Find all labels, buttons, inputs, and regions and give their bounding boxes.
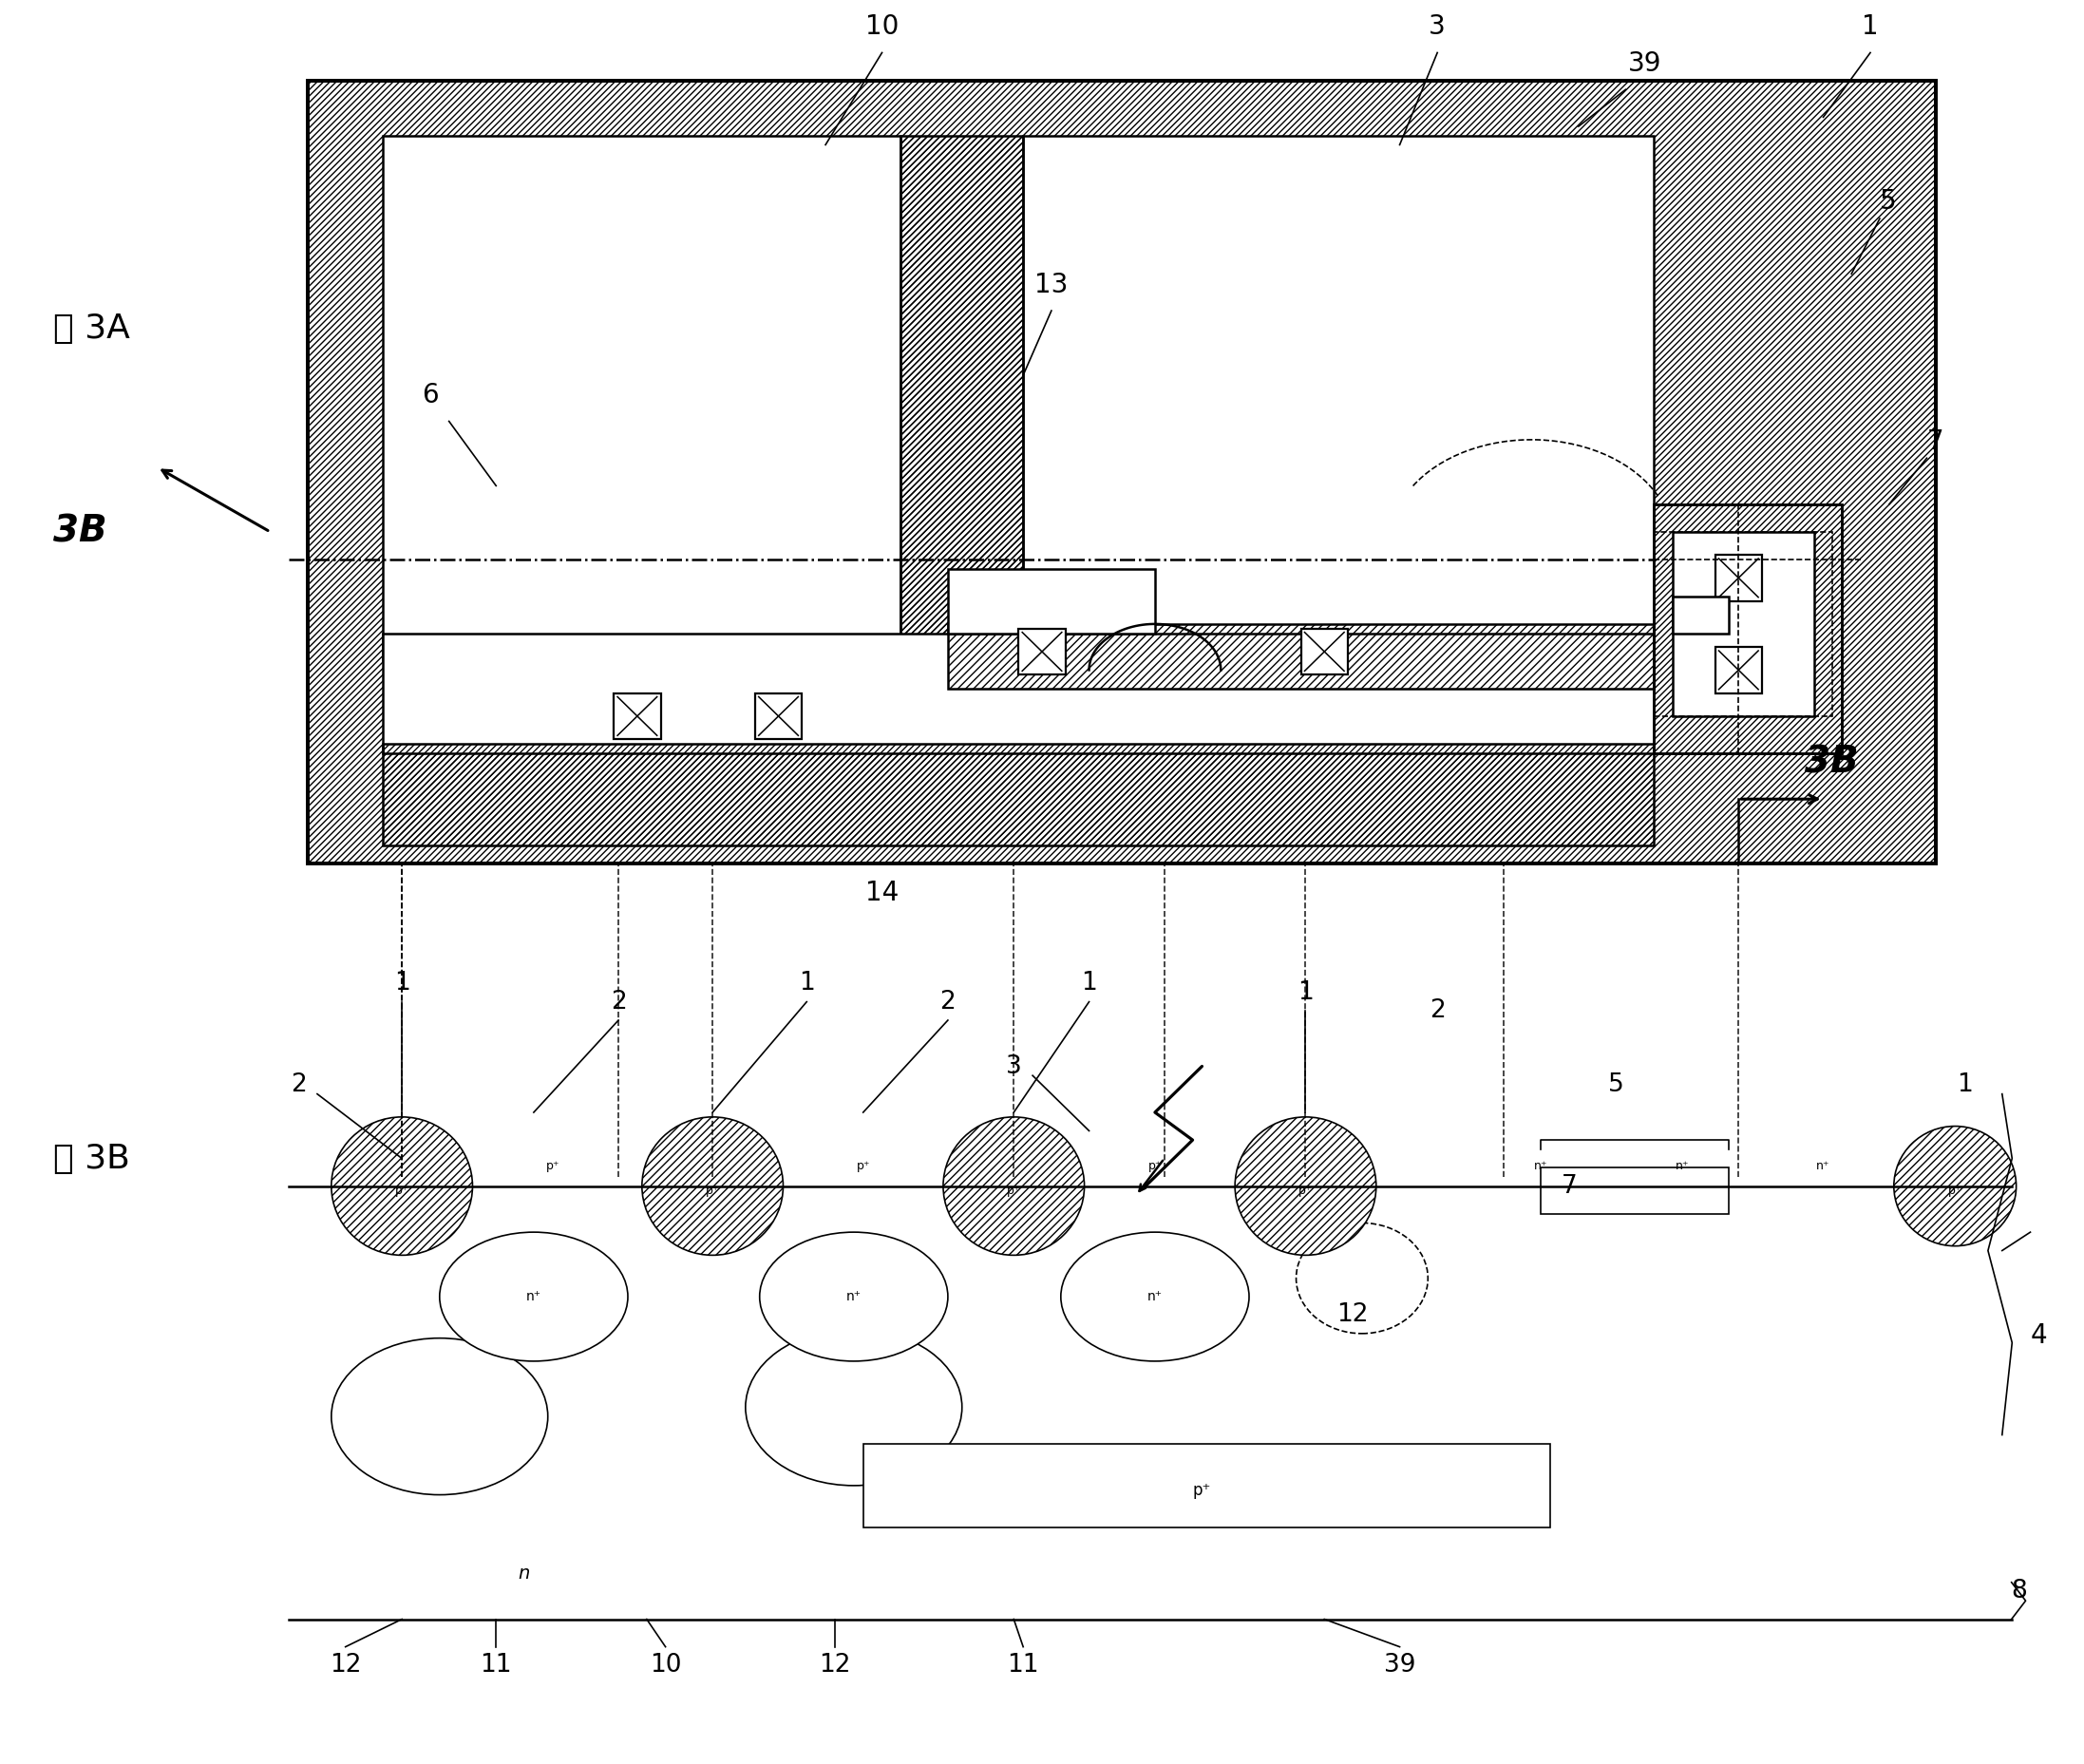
Bar [290, 1185, 2011, 1619]
Text: n⁺: n⁺ [1817, 1161, 1830, 1173]
Bar [1673, 596, 1730, 633]
Bar [948, 568, 1155, 633]
Text: p⁺: p⁺ [1192, 1482, 1211, 1499]
Text: 2: 2 [1430, 998, 1446, 1023]
Bar [383, 744, 1655, 845]
Text: 12: 12 [329, 1653, 361, 1678]
Bar [1019, 628, 1065, 674]
Text: n⁺: n⁺ [1676, 1161, 1688, 1173]
Bar [1023, 136, 1655, 662]
Ellipse shape [759, 1233, 948, 1362]
Text: n⁺: n⁺ [525, 1289, 542, 1304]
Bar [1540, 1168, 1730, 1214]
Text: n⁺: n⁺ [846, 1289, 861, 1304]
Bar [948, 624, 1655, 688]
Bar [1673, 531, 1813, 716]
Text: 12: 12 [1336, 1304, 1369, 1328]
Text: 1: 1 [1082, 970, 1096, 995]
Text: p⁺: p⁺ [1148, 1161, 1163, 1173]
Bar [1655, 505, 1842, 753]
Text: 5: 5 [1609, 1073, 1623, 1097]
Text: 10: 10 [865, 14, 898, 41]
Bar [383, 633, 1655, 753]
Bar [1655, 531, 1832, 716]
Circle shape [642, 1117, 784, 1256]
Bar [383, 136, 900, 662]
Text: 39: 39 [1628, 49, 1661, 78]
Bar [1300, 628, 1348, 674]
Text: p⁺: p⁺ [1007, 1184, 1021, 1196]
Text: 11: 11 [1007, 1653, 1040, 1678]
Bar [308, 81, 1936, 864]
Text: p⁺: p⁺ [546, 1161, 559, 1173]
Text: 1: 1 [394, 970, 411, 995]
Text: 3: 3 [1007, 1053, 1021, 1078]
Text: 1: 1 [1861, 14, 1878, 41]
Circle shape [944, 1117, 1084, 1256]
Bar [308, 81, 1936, 864]
Circle shape [1894, 1125, 2015, 1245]
Text: 图 3B: 图 3B [54, 1143, 131, 1175]
Text: 5: 5 [1880, 189, 1896, 215]
Bar [1655, 505, 1842, 753]
Bar [754, 693, 802, 739]
Text: 8: 8 [2011, 1579, 2028, 1603]
Text: 12: 12 [819, 1653, 850, 1678]
Ellipse shape [1061, 1233, 1248, 1362]
Text: n⁺: n⁺ [1534, 1161, 1548, 1173]
Ellipse shape [331, 1339, 548, 1494]
Text: 13: 13 [1034, 272, 1069, 298]
Text: 4: 4 [2030, 1321, 2046, 1348]
Text: 1: 1 [1957, 1073, 1971, 1097]
Text: 39: 39 [1384, 1653, 1415, 1678]
Circle shape [331, 1117, 473, 1256]
Text: 7: 7 [1928, 429, 1944, 455]
Text: p⁺: p⁺ [1298, 1184, 1313, 1196]
Text: 图 3A: 图 3A [54, 312, 131, 346]
Ellipse shape [440, 1233, 627, 1362]
Text: n: n [519, 1565, 529, 1582]
Text: 3: 3 [1430, 14, 1446, 41]
Text: 11: 11 [479, 1653, 513, 1678]
Bar [1715, 556, 1763, 602]
Bar [863, 1445, 1550, 1528]
Text: p⁺: p⁺ [1949, 1184, 1961, 1196]
Text: 2: 2 [290, 1073, 306, 1097]
Text: p⁺: p⁺ [706, 1184, 719, 1196]
Text: p⁺: p⁺ [857, 1161, 869, 1173]
Text: 7: 7 [1561, 1173, 1578, 1198]
Text: 10: 10 [650, 1653, 681, 1678]
Text: 2: 2 [611, 990, 627, 1014]
Bar [1715, 647, 1763, 693]
Text: 14: 14 [865, 880, 898, 907]
Text: 6: 6 [421, 383, 438, 409]
Text: 3B: 3B [54, 513, 108, 550]
Text: 2: 2 [940, 990, 957, 1014]
Text: 3B: 3B [1805, 744, 1859, 780]
Text: p⁺: p⁺ [396, 1184, 408, 1196]
Ellipse shape [746, 1328, 963, 1485]
Bar [613, 693, 661, 739]
Bar [900, 136, 1023, 662]
Text: n⁺: n⁺ [1148, 1289, 1163, 1304]
Text: 1: 1 [1298, 981, 1313, 1005]
Text: 1: 1 [798, 970, 815, 995]
Circle shape [1236, 1117, 1375, 1256]
Ellipse shape [1296, 1222, 1428, 1334]
